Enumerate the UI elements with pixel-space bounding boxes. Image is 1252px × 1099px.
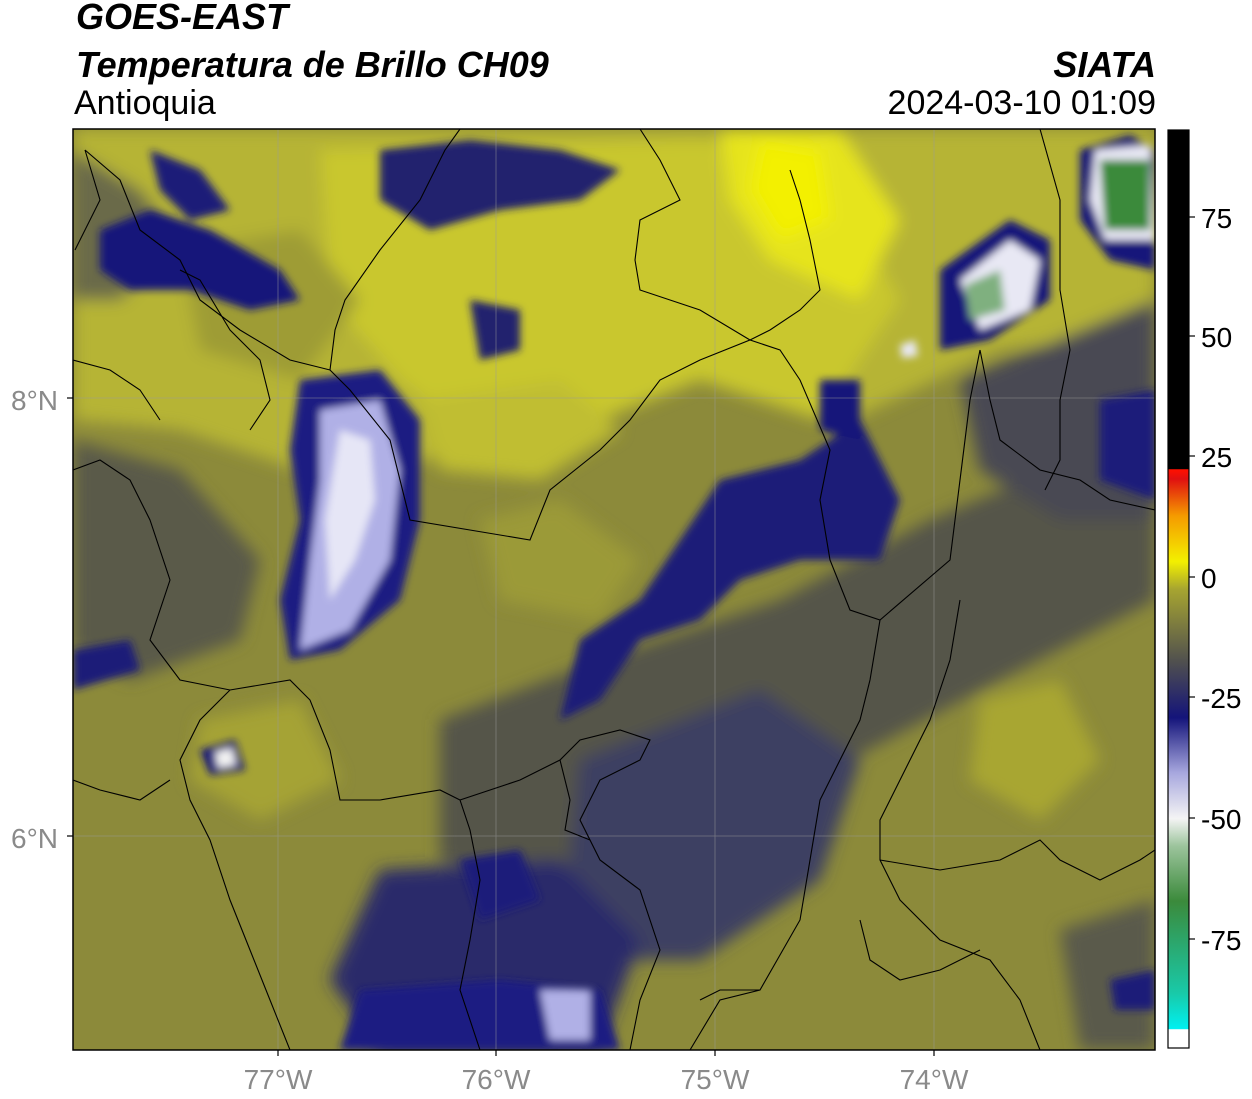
colorbar-tick-label: 0: [1201, 563, 1217, 594]
graticule: [73, 129, 1155, 1050]
lat-tick-label: 6°N: [11, 823, 58, 854]
colorbar-tick-label: 25: [1201, 442, 1232, 473]
lon-tick-label: 76°W: [462, 1064, 531, 1095]
product-title: Temperatura de Brillo CH09: [76, 44, 549, 85]
datetime-label: 2024-03-10 01:09: [887, 84, 1156, 122]
colorbar-tick-label: -25: [1201, 683, 1241, 714]
satellite-title: GOES-EAST: [76, 0, 289, 37]
lon-tick-label: 75°W: [681, 1064, 750, 1095]
map-frame: [72, 128, 1156, 1051]
temperature-field: [73, 129, 1155, 1050]
lon-tick-label: 77°W: [244, 1064, 313, 1095]
lat-tick-label: 8°N: [11, 385, 58, 416]
region-label: Antioquia: [74, 84, 216, 122]
colorbar: 75 50 25 0 -25 -50 -75: [1167, 129, 1241, 1049]
colorbar-tick-label: -75: [1201, 925, 1241, 956]
admin-borders: [73, 129, 1155, 1050]
colorbar-tick-label: 75: [1201, 203, 1232, 234]
colorbar-gradient: [1168, 130, 1189, 1048]
colorbar-tick-label: -50: [1201, 804, 1241, 835]
agency-label: SIATA: [1053, 44, 1156, 85]
lon-tick-label: 74°W: [900, 1064, 969, 1095]
colorbar-tick-label: 50: [1201, 322, 1232, 353]
